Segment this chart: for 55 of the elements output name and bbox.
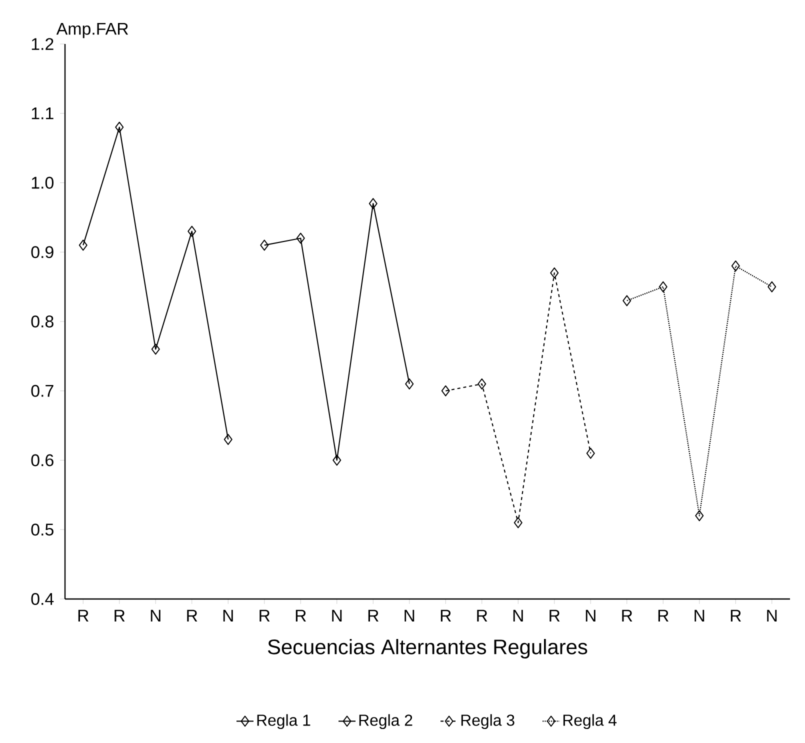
x-tick-label: N xyxy=(223,610,233,622)
x-tick-label: R xyxy=(440,610,451,622)
point xyxy=(514,517,522,528)
x-tick-label: R xyxy=(658,610,668,622)
point xyxy=(224,434,232,445)
point xyxy=(188,226,196,237)
x-tick-label: R xyxy=(78,610,88,622)
x-tick-label: N xyxy=(694,610,704,622)
point xyxy=(478,378,486,390)
y-tick-label: 1.1 xyxy=(32,108,54,120)
point xyxy=(332,454,342,466)
point xyxy=(586,448,595,459)
point xyxy=(731,260,740,272)
point xyxy=(78,240,88,251)
x-tick-label: R xyxy=(296,610,306,622)
legend-label: Regla 4 xyxy=(563,714,617,730)
point xyxy=(296,232,305,244)
point xyxy=(115,122,124,133)
x-tick-label: R xyxy=(260,610,270,622)
point xyxy=(368,198,378,210)
x-axis-title: Secuencias Alternantes Regulares xyxy=(268,638,588,658)
y-tick-label: 0.5 xyxy=(31,524,54,536)
x-tick-label: N xyxy=(404,610,414,622)
x-tick-label: N xyxy=(513,610,523,622)
x-tick-label: N xyxy=(332,610,342,622)
x-tick-label: R xyxy=(622,610,632,622)
y-axis-title: Amp.FAR xyxy=(56,22,128,38)
legend-label: Regla 1 xyxy=(257,714,310,730)
y-tick-label: 0.8 xyxy=(31,315,54,328)
point xyxy=(768,281,776,292)
y-tick-label: 1.0 xyxy=(32,176,54,189)
x-tick-label: R xyxy=(187,610,198,622)
point xyxy=(151,344,160,355)
y-tick-label: 0.4 xyxy=(31,592,54,605)
point xyxy=(695,510,704,522)
y-tick-label: 0.9 xyxy=(31,246,54,258)
y-tick-label: 1.2 xyxy=(32,38,54,50)
point xyxy=(550,267,559,278)
y-tick-label: 0.7 xyxy=(31,384,54,397)
x-tick-label: R xyxy=(730,610,741,622)
legend-label: Regla 2 xyxy=(359,714,412,730)
point xyxy=(405,378,414,390)
x-tick-label: R xyxy=(114,610,125,622)
point xyxy=(441,385,450,396)
x-tick-label: R xyxy=(550,610,560,622)
x-tick-label: N xyxy=(150,610,160,622)
x-tick-label: N xyxy=(586,610,596,622)
point xyxy=(622,295,632,306)
legend-label: Regla 3 xyxy=(461,714,514,730)
x-tick-label: R xyxy=(368,610,378,622)
x-tick-label: R xyxy=(477,610,488,622)
point xyxy=(260,240,269,251)
y-tick-label: 0.6 xyxy=(31,454,54,466)
x-tick-label: N xyxy=(767,610,777,622)
point xyxy=(658,281,668,292)
